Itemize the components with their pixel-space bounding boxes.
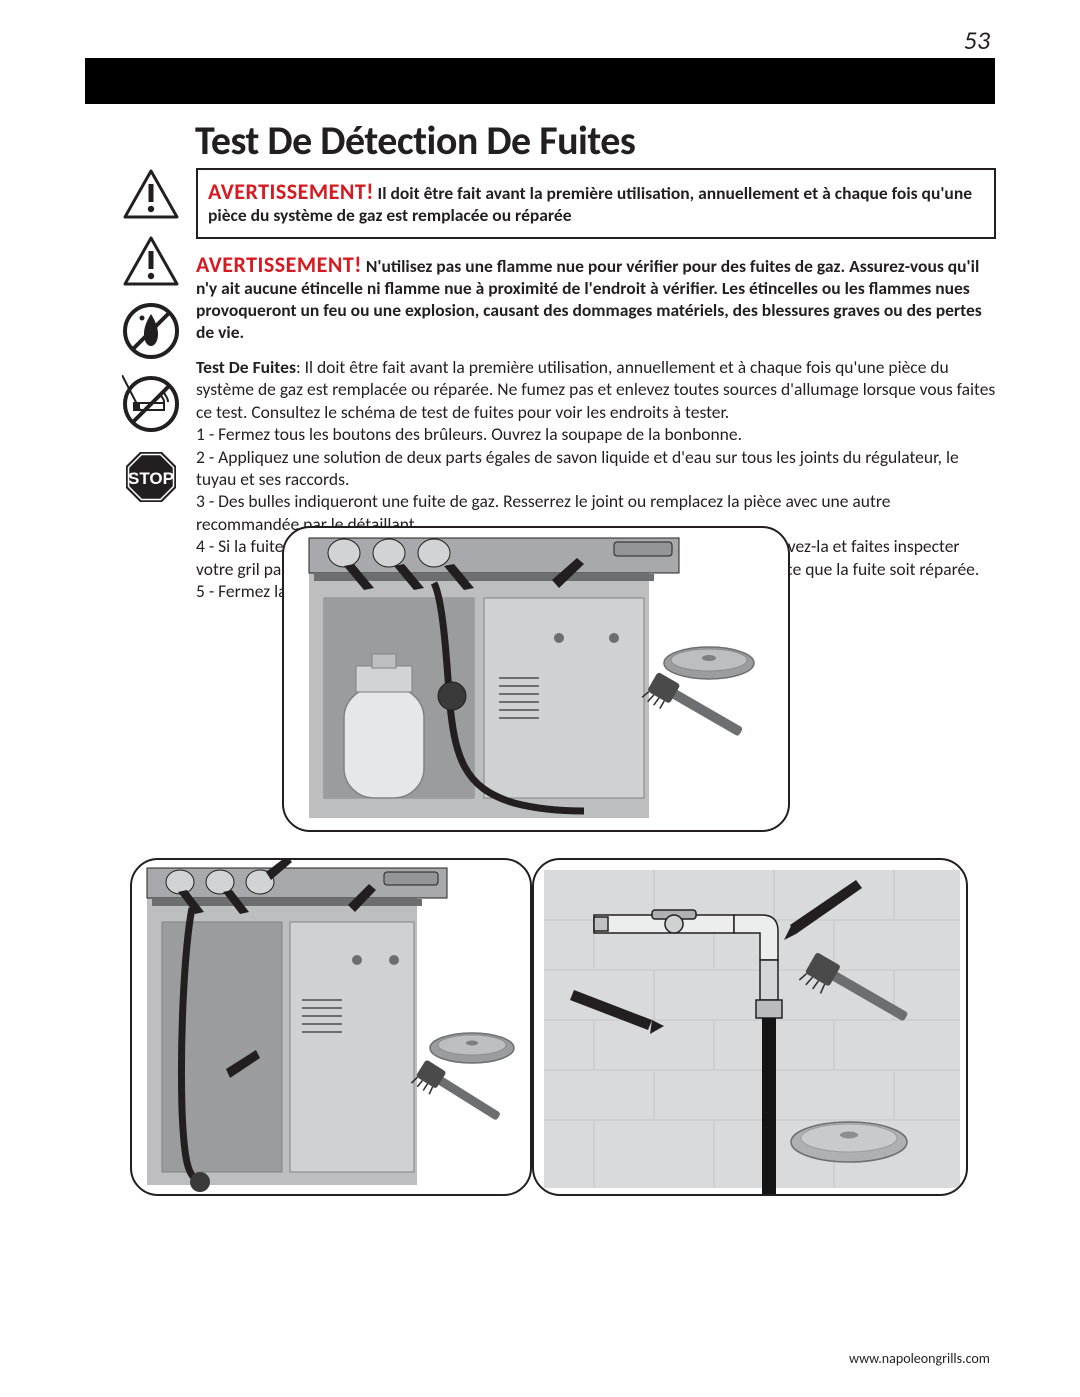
footer-url: www.napoleongrills.com [849,1350,990,1367]
warning-icons-column: STOP [122,168,180,521]
body-intro: : Il doit être fait avant la première ut… [196,356,995,423]
step-1: 1 - Fermez tous les boutons des brûleurs… [196,423,742,445]
page-title: Test De Détection De Fuites [195,116,635,165]
warning-box-1: AVERTISSEMENT! Il doit être fait avant l… [196,168,996,239]
step-2: 2 - Appliquez une solution de deux parts… [196,446,959,490]
body-lead: Test De Fuites [196,356,296,378]
caution-icon [122,235,180,292]
warning-label: AVERTISSEMENT! [208,178,374,205]
leak-test-diagram-2 [130,858,532,1196]
leak-test-diagram-3 [532,858,968,1196]
warning-2: AVERTISSEMENT! N'utilisez pas une flamme… [196,251,996,344]
header-black-bar [85,58,995,104]
caution-icon [122,168,180,225]
stop-icon: STOP [122,448,180,511]
no-flame-icon [122,302,180,365]
warning-label: AVERTISSEMENT! [196,251,362,278]
stop-label: STOP [128,469,174,488]
page-number: 53 [964,24,990,56]
no-smoking-icon [122,375,180,438]
leak-test-diagram-1 [282,526,790,832]
